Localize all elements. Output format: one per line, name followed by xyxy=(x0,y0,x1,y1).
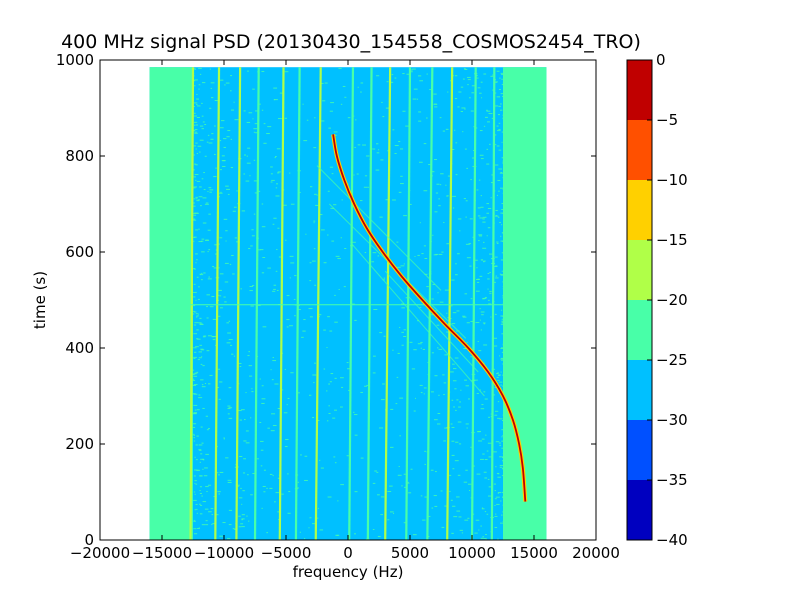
colorbar: 0 −5 −10 −15 −20 −25 −30 −35 −40 xyxy=(626,51,688,549)
spur-line-3 xyxy=(235,67,242,540)
colorbar-tick-label-8: −40 xyxy=(656,531,688,549)
y-tick-label-2: 400 xyxy=(65,339,94,357)
x-tick-label-8: 20000 xyxy=(572,544,620,562)
edge-band-1 xyxy=(503,67,547,540)
colorbar-band-5 xyxy=(627,180,652,240)
spur-line-1 xyxy=(189,67,195,540)
x-tick-label-3: −5000 xyxy=(261,544,312,562)
colorbar-band-1 xyxy=(627,420,652,480)
colorbar-tick-label-2: −10 xyxy=(656,171,688,189)
y-tick-label-0: 0 xyxy=(84,531,94,549)
spur-line-2 xyxy=(214,67,221,540)
spur-line-11 xyxy=(405,67,412,540)
x-tick-label-7: 15000 xyxy=(510,544,558,562)
spur-line-5 xyxy=(278,67,285,540)
colorbar-band-2 xyxy=(627,360,652,420)
colorbar-band-4 xyxy=(627,240,652,300)
x-tick-label-6: 10000 xyxy=(448,544,496,562)
y-tick-label-1: 200 xyxy=(65,435,94,453)
y-tick-label-3: 600 xyxy=(65,243,94,261)
colorbar-band-3 xyxy=(627,300,652,360)
y-axis-ticks: 0 200 400 600 800 1000 xyxy=(56,51,596,549)
spur-line-7 xyxy=(314,67,322,540)
faint-diagonal-3 xyxy=(384,270,479,373)
spur-line-4 xyxy=(253,67,260,540)
colorbar-tick-label-0: 0 xyxy=(656,51,666,69)
x-tick-label-1: −15000 xyxy=(132,544,192,562)
faint-diagonal-0 xyxy=(316,165,442,291)
y-tick-label-5: 1000 xyxy=(56,51,94,69)
colorbar-band-7 xyxy=(627,60,652,120)
spur-line-10 xyxy=(384,67,392,540)
spur-line-9 xyxy=(366,67,373,540)
x-tick-label-4: 0 xyxy=(343,544,353,562)
spur-line-15 xyxy=(490,67,496,540)
background-noise xyxy=(149,67,547,540)
colorbar-band-6 xyxy=(627,120,652,180)
x-tick-label-5: 5000 xyxy=(391,544,429,562)
faint-diagonal-2 xyxy=(350,242,485,397)
spur-lines xyxy=(154,67,496,540)
spur-line-13 xyxy=(446,67,454,540)
y-axis-label: time (s) xyxy=(31,271,49,329)
colorbar-band-0 xyxy=(627,480,652,540)
x-axis-ticks: −20000 −15000 −10000 −5000 0 5000 10000 15000 20… xyxy=(70,60,620,562)
chart-title: 400 MHz signal PSD (20130430_154558_COSM… xyxy=(61,31,641,53)
carrier-track xyxy=(332,134,527,502)
spur-line-6 xyxy=(294,67,301,540)
x-tick-label-2: −10000 xyxy=(194,544,254,562)
colorbar-tick-label-7: −35 xyxy=(656,471,688,489)
spur-line-8 xyxy=(348,67,355,540)
colorbar-tick-label-6: −30 xyxy=(656,411,688,429)
plot-area: −20000 −15000 −10000 −5000 0 5000 10000 15000 20… xyxy=(56,51,620,562)
colorbar-tick-label-1: −5 xyxy=(656,111,678,129)
x-axis-label: frequency (Hz) xyxy=(293,563,404,581)
colorbar-tick-label-3: −15 xyxy=(656,231,688,249)
colorbar-tick-label-5: −25 xyxy=(656,351,688,369)
x-tick-label-0: −20000 xyxy=(70,544,130,562)
y-tick-label-4: 800 xyxy=(65,147,94,165)
colorbar-tick-label-4: −20 xyxy=(656,291,688,309)
spur-line-14 xyxy=(470,67,477,540)
